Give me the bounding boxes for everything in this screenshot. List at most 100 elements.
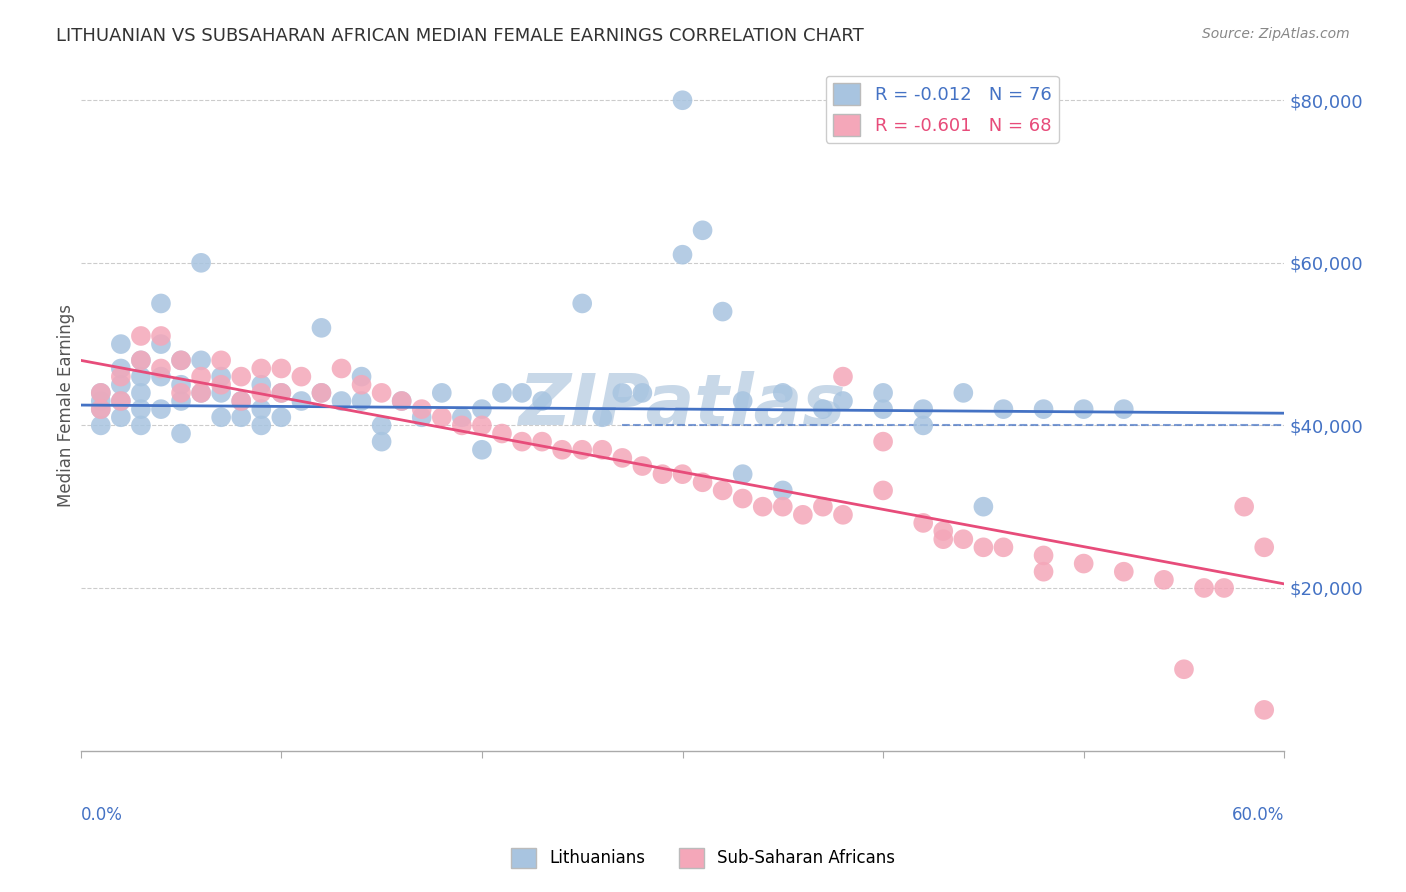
Point [209, 369, 232, 384]
Point [571, 442, 593, 457]
Point [731, 467, 754, 482]
Point [311, 385, 333, 400]
Text: Source: ZipAtlas.com: Source: ZipAtlas.com [1202, 27, 1350, 41]
Point [270, 410, 292, 425]
Point [450, 410, 472, 425]
Point [190, 385, 212, 400]
Point [330, 394, 353, 409]
Point [692, 223, 714, 237]
Point [711, 483, 734, 498]
Point [932, 532, 955, 546]
Point [370, 385, 392, 400]
Point [170, 377, 193, 392]
Point [110, 377, 132, 392]
Point [631, 385, 654, 400]
Point [170, 353, 193, 368]
Point [671, 93, 693, 107]
Point [1233, 500, 1256, 514]
Point [912, 516, 935, 530]
Point [772, 483, 794, 498]
Point [311, 385, 333, 400]
Point [270, 361, 292, 376]
Point [531, 394, 554, 409]
Point [430, 410, 453, 425]
Point [1032, 565, 1054, 579]
Point [471, 418, 494, 433]
Point [832, 369, 855, 384]
Point [491, 385, 513, 400]
Point [129, 369, 152, 384]
Point [510, 385, 533, 400]
Point [993, 402, 1015, 417]
Point [350, 369, 373, 384]
Point [149, 402, 172, 417]
Point [731, 491, 754, 506]
Point [671, 248, 693, 262]
Point [149, 337, 172, 351]
Y-axis label: Median Female Earnings: Median Female Earnings [58, 303, 75, 507]
Point [671, 467, 693, 482]
Text: 0.0%: 0.0% [80, 805, 122, 824]
Text: 60.0%: 60.0% [1232, 805, 1284, 824]
Point [110, 361, 132, 376]
Point [110, 394, 132, 409]
Point [231, 394, 253, 409]
Point [531, 434, 554, 449]
Point [932, 524, 955, 538]
Point [391, 394, 413, 409]
Point [209, 377, 232, 392]
Point [872, 434, 894, 449]
Point [993, 541, 1015, 555]
Point [129, 353, 152, 368]
Point [872, 402, 894, 417]
Point [1213, 581, 1236, 595]
Point [149, 369, 172, 384]
Point [811, 500, 834, 514]
Point [90, 394, 112, 409]
Point [250, 377, 273, 392]
Point [772, 385, 794, 400]
Point [209, 385, 232, 400]
Point [149, 296, 172, 310]
Point [209, 410, 232, 425]
Point [250, 402, 273, 417]
Point [912, 402, 935, 417]
Point [170, 353, 193, 368]
Point [491, 426, 513, 441]
Point [270, 385, 292, 400]
Text: ZIPatlas: ZIPatlas [519, 370, 846, 440]
Point [190, 353, 212, 368]
Point [129, 329, 152, 343]
Point [129, 418, 152, 433]
Point [190, 369, 212, 384]
Point [350, 377, 373, 392]
Point [1032, 549, 1054, 563]
Point [1073, 402, 1095, 417]
Point [430, 385, 453, 400]
Point [510, 434, 533, 449]
Point [90, 385, 112, 400]
Point [612, 450, 634, 465]
Point [1112, 565, 1135, 579]
Point [90, 402, 112, 417]
Point [129, 402, 152, 417]
Point [231, 394, 253, 409]
Point [912, 418, 935, 433]
Point [1173, 662, 1195, 676]
Point [270, 385, 292, 400]
Point [1032, 402, 1054, 417]
Point [110, 394, 132, 409]
Point [711, 304, 734, 318]
Point [1253, 541, 1275, 555]
Point [972, 500, 994, 514]
Point [591, 410, 613, 425]
Point [471, 402, 494, 417]
Point [952, 385, 974, 400]
Point [731, 394, 754, 409]
Point [1153, 573, 1175, 587]
Point [110, 337, 132, 351]
Point [872, 385, 894, 400]
Point [90, 385, 112, 400]
Point [149, 361, 172, 376]
Point [872, 483, 894, 498]
